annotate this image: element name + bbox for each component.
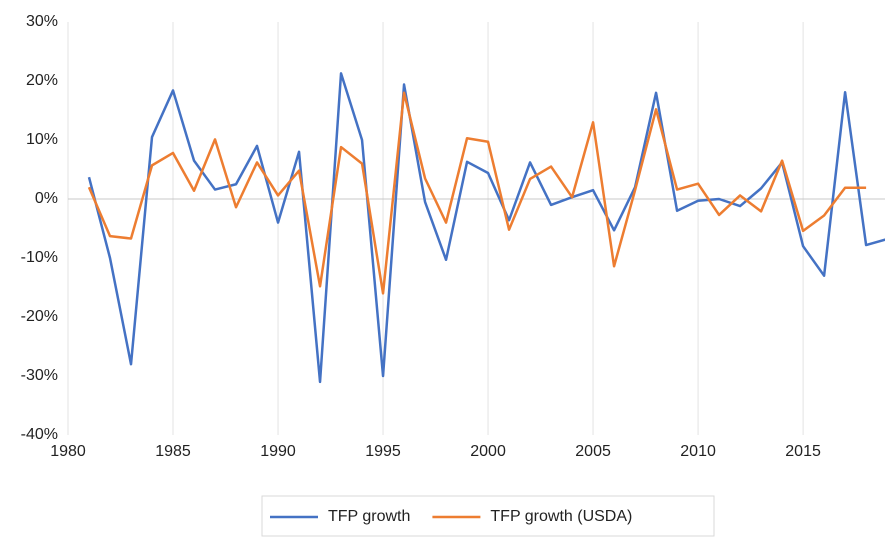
x-tick-label: 1985: [155, 443, 191, 460]
y-tick-label: 20%: [26, 72, 58, 89]
legend-label: TFP growth: [328, 508, 410, 525]
y-tick-label: 0%: [35, 190, 58, 207]
plot: [87, 72, 885, 384]
series-line: [87, 91, 867, 295]
y-tick-label: -20%: [21, 308, 58, 325]
legend-label: TFP growth (USDA): [490, 508, 632, 525]
x-tick-label: 1980: [50, 443, 86, 460]
legend: TFP growth TFP growth (USDA): [270, 508, 632, 525]
series-line: [87, 72, 885, 384]
y-tick-label: -30%: [21, 367, 58, 384]
x-tick-label: 1995: [365, 443, 401, 460]
y-tick-label: -10%: [21, 249, 58, 266]
x-tick-label: 2000: [470, 443, 506, 460]
x-tick-label: 1990: [260, 443, 296, 460]
legend-box: [261, 495, 715, 537]
y-tick-label: -40%: [21, 426, 58, 443]
x-tick-label: 2015: [785, 443, 821, 460]
labels: -40% -30% -20% -10% 0% 10% 20% 30% 1980 1985 1990 1…: [21, 13, 821, 460]
x-tick-label: 2010: [680, 443, 716, 460]
y-tick-label: 10%: [26, 131, 58, 148]
grid: [67, 22, 885, 435]
y-tick-label: 30%: [26, 13, 58, 30]
x-tick-label: 2005: [575, 443, 611, 460]
